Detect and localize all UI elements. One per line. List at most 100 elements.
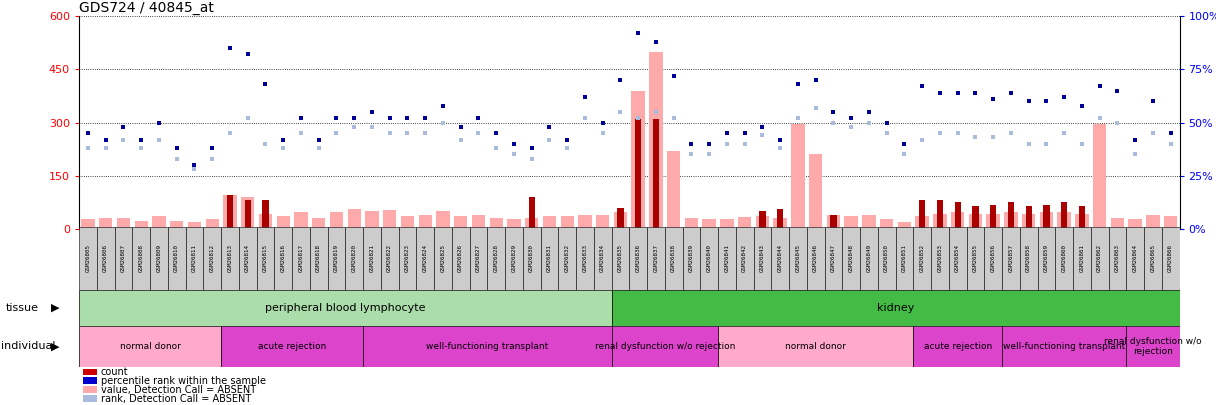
Bar xyxy=(809,154,822,229)
Bar xyxy=(203,227,221,290)
Text: GSM26805: GSM26805 xyxy=(85,244,90,272)
Text: ▶: ▶ xyxy=(51,341,60,351)
Bar xyxy=(452,227,469,290)
Text: percentile rank within the sample: percentile rank within the sample xyxy=(101,376,266,386)
Text: kidney: kidney xyxy=(877,303,914,313)
Bar xyxy=(97,227,114,290)
Text: GSM26850: GSM26850 xyxy=(884,244,889,272)
Bar xyxy=(542,216,556,229)
Text: GSM26858: GSM26858 xyxy=(1026,244,1031,272)
Text: GSM26825: GSM26825 xyxy=(440,244,445,272)
Bar xyxy=(969,214,983,229)
Bar xyxy=(1161,227,1180,290)
Bar xyxy=(653,119,659,229)
Bar xyxy=(831,215,837,229)
Text: normal donor: normal donor xyxy=(786,342,846,351)
Bar xyxy=(771,227,789,290)
Bar xyxy=(1008,202,1014,229)
Bar xyxy=(931,227,948,290)
Text: GSM26823: GSM26823 xyxy=(405,244,410,272)
Bar xyxy=(416,227,434,290)
Bar xyxy=(383,211,396,229)
Text: GSM26818: GSM26818 xyxy=(316,244,321,272)
Bar xyxy=(843,227,860,290)
Bar xyxy=(948,227,967,290)
Bar xyxy=(238,227,257,290)
Bar xyxy=(292,227,310,290)
Bar xyxy=(936,200,942,229)
Bar xyxy=(895,227,913,290)
Bar xyxy=(381,227,399,290)
Text: acute rejection: acute rejection xyxy=(923,342,992,351)
Text: GSM26851: GSM26851 xyxy=(902,244,907,272)
Text: GSM26814: GSM26814 xyxy=(246,244,250,272)
Bar xyxy=(827,215,840,229)
Bar xyxy=(955,202,961,229)
Text: GSM26828: GSM26828 xyxy=(494,244,499,272)
Bar xyxy=(916,216,929,229)
Bar xyxy=(1110,218,1124,229)
Bar xyxy=(1164,216,1177,229)
Bar xyxy=(630,227,647,290)
Text: GSM26855: GSM26855 xyxy=(973,244,978,272)
Text: count: count xyxy=(101,367,129,377)
Text: GDS724 / 40845_at: GDS724 / 40845_at xyxy=(79,1,214,15)
Text: GSM26831: GSM26831 xyxy=(547,244,552,272)
Text: GSM26810: GSM26810 xyxy=(174,244,179,272)
Bar xyxy=(399,227,416,290)
Bar xyxy=(990,205,996,229)
Bar xyxy=(114,227,133,290)
Bar xyxy=(418,215,432,229)
Bar xyxy=(152,216,165,229)
Bar xyxy=(529,197,535,229)
Bar xyxy=(541,227,558,290)
Bar xyxy=(717,227,736,290)
Bar xyxy=(79,290,612,326)
Text: GSM26860: GSM26860 xyxy=(1062,244,1066,272)
Text: GSM26832: GSM26832 xyxy=(564,244,569,272)
Text: well-functioning transplant: well-functioning transplant xyxy=(1003,342,1125,351)
Text: GSM26844: GSM26844 xyxy=(778,244,783,272)
Bar xyxy=(897,222,911,229)
Bar xyxy=(754,227,771,290)
Text: GSM26821: GSM26821 xyxy=(370,244,375,272)
Bar xyxy=(720,219,733,229)
Text: GSM26815: GSM26815 xyxy=(263,244,268,272)
Bar xyxy=(525,218,539,229)
Text: GSM26846: GSM26846 xyxy=(814,244,818,272)
Text: GSM26838: GSM26838 xyxy=(671,244,676,272)
Bar xyxy=(294,212,308,229)
Text: GSM26816: GSM26816 xyxy=(281,244,286,272)
Text: GSM26809: GSM26809 xyxy=(157,244,162,272)
Bar xyxy=(1073,227,1091,290)
Bar xyxy=(81,219,95,229)
Bar xyxy=(1040,212,1053,229)
Bar xyxy=(1075,214,1088,229)
Text: GSM26847: GSM26847 xyxy=(831,244,835,272)
Bar xyxy=(79,227,97,290)
Text: GSM26852: GSM26852 xyxy=(919,244,924,272)
Bar xyxy=(880,219,894,229)
Bar xyxy=(275,227,292,290)
Bar xyxy=(117,218,130,229)
Text: GSM26842: GSM26842 xyxy=(742,244,747,272)
Text: GSM26806: GSM26806 xyxy=(103,244,108,272)
Bar xyxy=(488,227,505,290)
Text: GSM26835: GSM26835 xyxy=(618,244,623,272)
Text: well-functioning transplant: well-functioning transplant xyxy=(426,342,548,351)
Bar xyxy=(631,91,644,229)
Text: GSM26853: GSM26853 xyxy=(938,244,942,272)
Bar xyxy=(186,227,203,290)
Bar xyxy=(1025,206,1031,229)
Bar xyxy=(824,227,843,290)
Bar xyxy=(736,227,754,290)
Bar xyxy=(647,227,665,290)
Bar xyxy=(133,227,150,290)
Bar xyxy=(878,227,895,290)
Text: GSM26845: GSM26845 xyxy=(795,244,800,272)
Bar xyxy=(913,326,1002,367)
Bar xyxy=(505,227,523,290)
Text: GSM26826: GSM26826 xyxy=(458,244,463,272)
Text: GSM26836: GSM26836 xyxy=(636,244,641,272)
Bar xyxy=(862,215,876,229)
